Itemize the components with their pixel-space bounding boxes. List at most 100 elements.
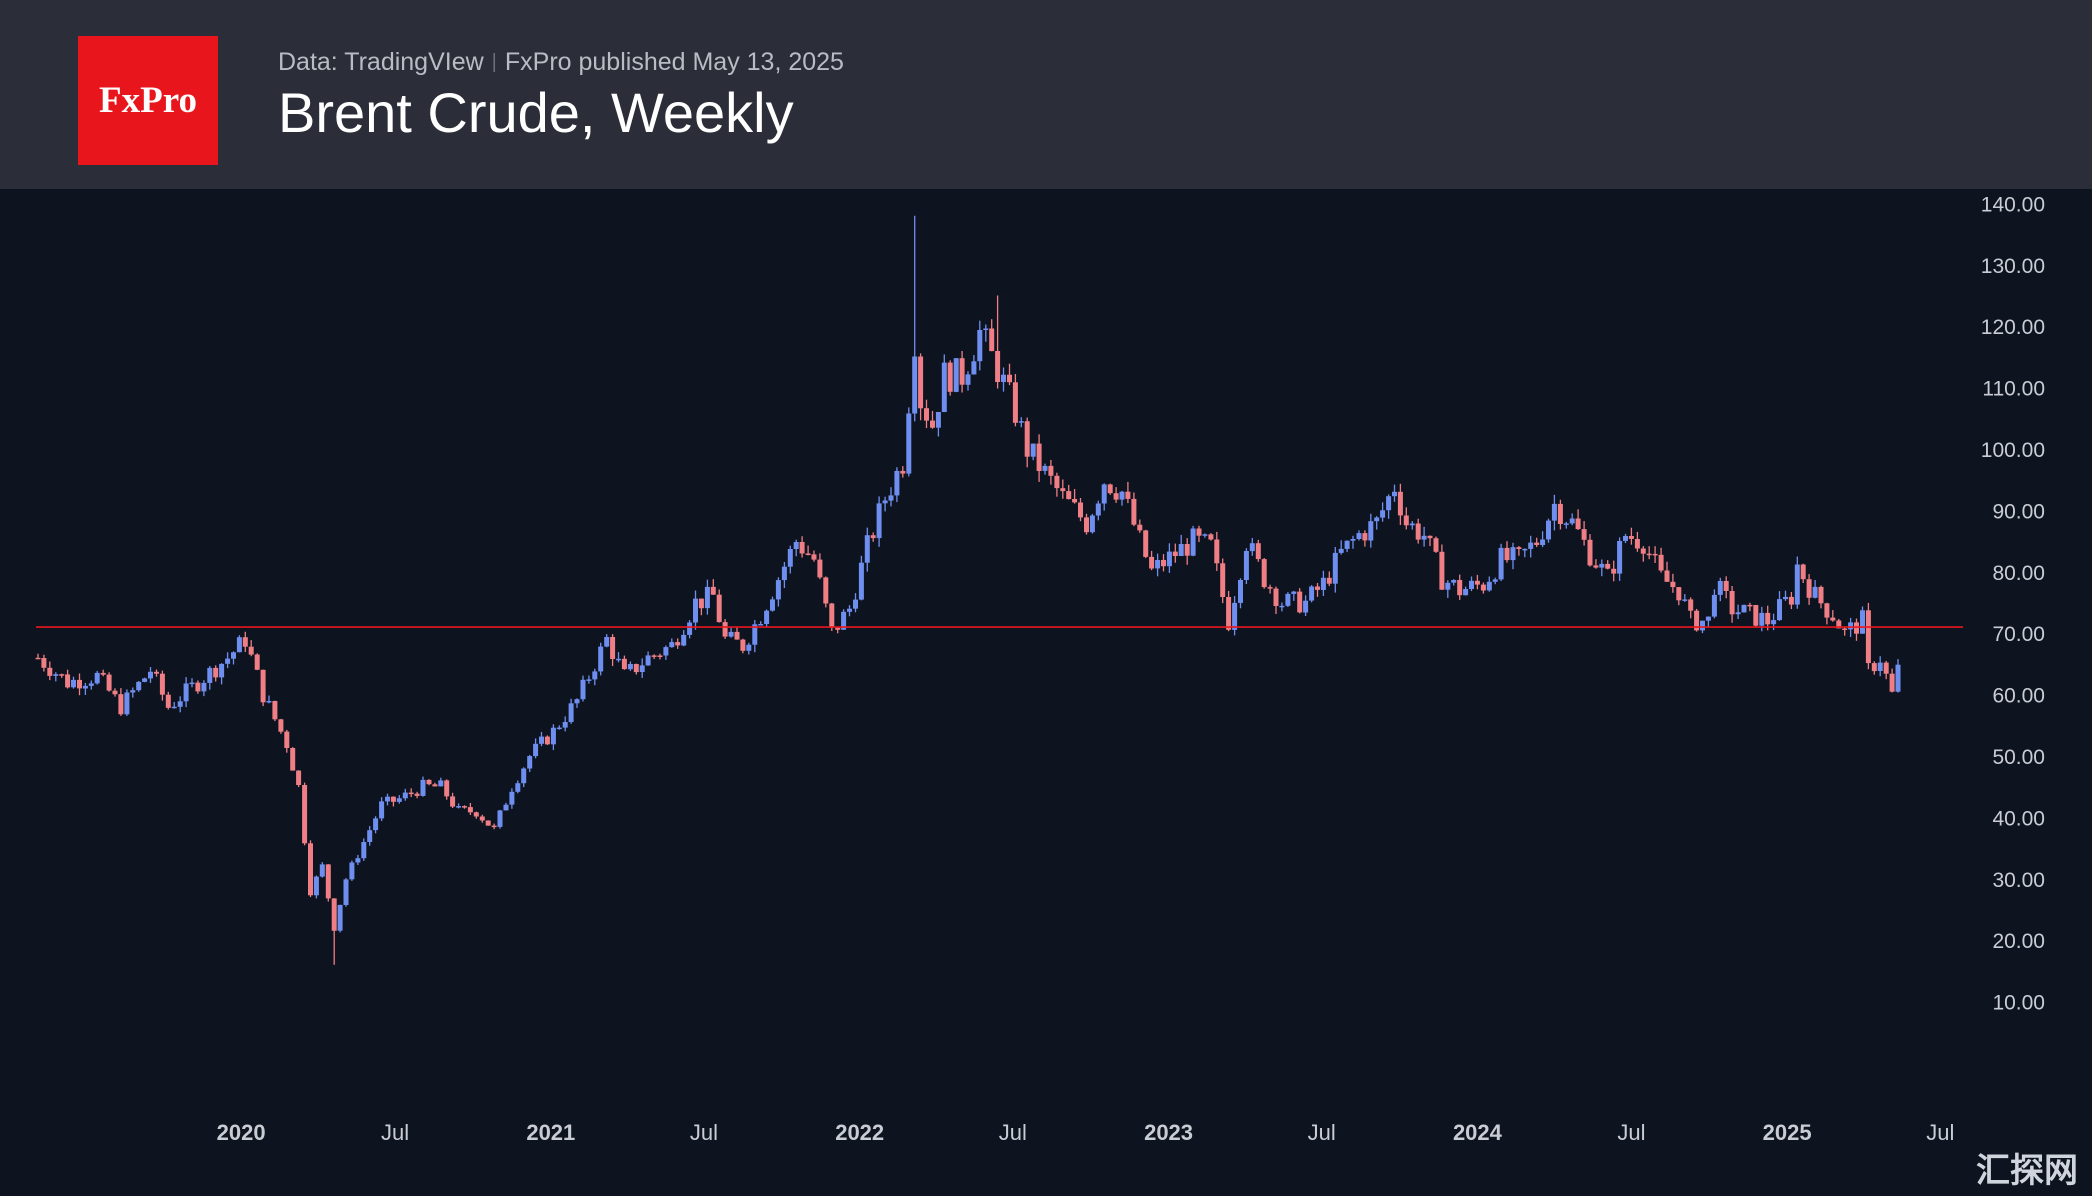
candle-body	[183, 683, 189, 702]
candle-body	[491, 825, 497, 828]
candle-body	[77, 679, 82, 689]
candle-body	[1676, 587, 1682, 601]
y-tick-label: 90.00	[1992, 500, 2045, 523]
y-tick-label: 40.00	[1992, 807, 2045, 830]
candle-body	[1344, 540, 1350, 549]
candle-body	[704, 586, 710, 609]
x-tick-label: 2023	[1144, 1120, 1193, 1145]
candle-body	[1883, 662, 1889, 674]
candle-body	[1830, 617, 1836, 621]
candle-body	[811, 554, 817, 560]
candle-body	[1279, 605, 1285, 608]
candle-body	[1463, 589, 1469, 596]
candle-body	[1854, 622, 1859, 634]
candle-body	[1001, 374, 1006, 382]
candle-body	[313, 876, 319, 896]
candle-body	[1368, 521, 1374, 541]
candle-body	[278, 719, 284, 732]
candle-body	[989, 328, 995, 352]
candle-body	[527, 756, 533, 769]
candle-body	[1397, 491, 1403, 516]
candle-body	[823, 577, 829, 604]
candle-body	[1783, 596, 1788, 600]
candle-body	[1842, 628, 1848, 630]
candle-body	[1563, 523, 1569, 525]
candle-body	[1078, 502, 1083, 518]
candle-body	[1551, 503, 1557, 521]
candle-body	[1599, 563, 1605, 568]
candle-body	[1178, 544, 1184, 556]
candle-body	[1646, 553, 1652, 556]
x-tick-label: Jul	[999, 1120, 1027, 1145]
candle-body	[556, 727, 562, 730]
candle-body	[1753, 605, 1759, 626]
candle-body	[604, 637, 610, 647]
candle-body	[497, 810, 503, 827]
candle-body	[260, 669, 266, 703]
y-tick-label: 70.00	[1992, 623, 2045, 646]
candle-body	[71, 679, 76, 688]
candle-body	[1557, 503, 1563, 524]
candle-body	[1605, 563, 1611, 569]
y-tick-label: 110.00	[1982, 378, 2045, 401]
candle-body	[509, 791, 515, 805]
candle-body	[965, 374, 971, 385]
candle-body	[639, 665, 645, 672]
candle-body	[1143, 530, 1149, 557]
candle-body	[1226, 597, 1232, 630]
y-tick-label: 80.00	[1992, 562, 2045, 585]
candle-body	[1581, 529, 1587, 540]
candle-body	[574, 699, 580, 704]
candle-body	[343, 879, 349, 905]
candle-body	[1705, 616, 1711, 621]
candle-body	[1214, 539, 1220, 564]
candle-body	[1457, 580, 1463, 596]
candle-body	[1528, 542, 1534, 549]
candle-body	[1036, 443, 1042, 471]
candle-body	[1249, 543, 1255, 552]
candle-body	[426, 779, 432, 785]
candle-body	[977, 330, 983, 362]
candle-body	[1640, 548, 1646, 554]
candle-body	[1741, 604, 1747, 613]
candlestick-chart[interactable]: 10.00 20.00 30.00 40.00 50.00 60.00 70.00 80.00…	[0, 189, 2092, 1196]
candle-body	[1860, 610, 1865, 634]
candle-body	[136, 681, 142, 691]
candle-body	[858, 562, 864, 600]
published-date: FxPro published May 13, 2025	[504, 48, 844, 76]
candle-body	[616, 658, 621, 661]
candle-body	[1066, 491, 1072, 500]
candle-body	[284, 731, 290, 748]
candle-body	[1522, 548, 1528, 551]
y-tick-label: 130.00	[1981, 255, 2045, 278]
candle-body	[1320, 577, 1326, 590]
candle-body	[1232, 602, 1238, 630]
candle-body	[325, 864, 331, 899]
candle-body	[349, 862, 355, 880]
candle-body	[177, 701, 183, 707]
candle-body	[88, 683, 94, 686]
candle-body	[1788, 596, 1794, 605]
candle-body	[248, 646, 254, 655]
candle-body	[1800, 564, 1806, 580]
candle-body	[65, 674, 71, 688]
candle-body	[1611, 568, 1617, 574]
candle-body	[906, 413, 912, 474]
candle-body	[930, 420, 935, 428]
candle-body	[995, 351, 1001, 382]
candle-body	[1392, 491, 1397, 497]
candle-body	[698, 598, 704, 609]
candle-body	[983, 328, 989, 330]
candle-body	[770, 599, 775, 611]
candle-body	[1723, 581, 1729, 591]
candle-body	[882, 500, 888, 504]
chart-header: FxPro Data: TradingVIew | FxPro published …	[0, 0, 2092, 189]
candle-body	[1196, 528, 1202, 536]
y-tick-label: 120.00	[1981, 316, 2045, 339]
candle-body	[118, 694, 124, 715]
candle-body	[1670, 581, 1676, 588]
candle-body	[687, 622, 693, 635]
candle-body	[402, 792, 408, 799]
candle-body	[710, 586, 716, 595]
candle-body	[1711, 594, 1717, 617]
